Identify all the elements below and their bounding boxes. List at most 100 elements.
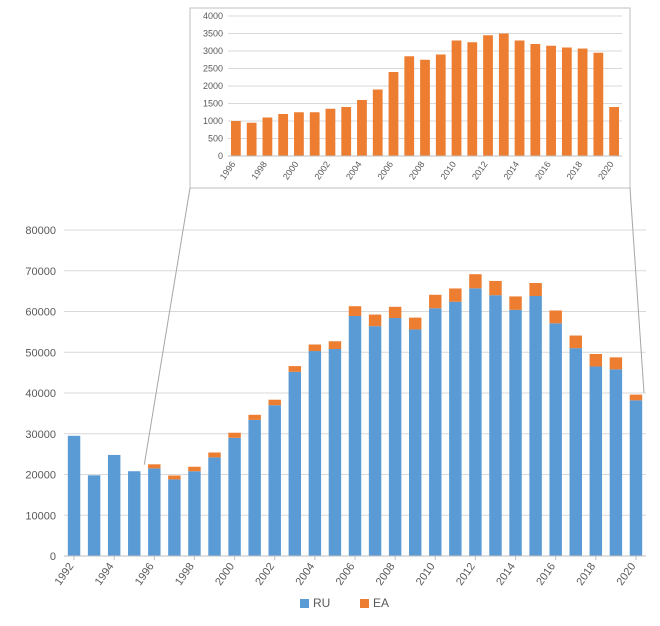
legend-label: EA (373, 596, 389, 610)
main-bar-ru (409, 329, 421, 556)
main-xtick-label: 2018 (574, 561, 598, 588)
inset-bar (609, 107, 619, 156)
inset-ytick-label: 2000 (203, 81, 223, 91)
legend-swatch (300, 599, 309, 608)
legend-label: RU (313, 596, 330, 610)
inset-bar (483, 35, 493, 156)
inset-ytick-label: 500 (208, 134, 223, 144)
main-bar-ea (289, 366, 301, 372)
inset-bar (278, 114, 288, 156)
main-bar-ea (188, 467, 200, 471)
inset-bar (389, 72, 399, 156)
main-bar-ru (630, 400, 642, 556)
main-bar-ru (429, 308, 441, 556)
inset-ytick-label: 3000 (203, 46, 223, 56)
inset-ytick-label: 0 (218, 151, 223, 161)
main-bar-ea (590, 354, 602, 367)
main-bar-ea (389, 307, 401, 318)
inset-bar (294, 112, 304, 156)
main-bar-ru (349, 316, 361, 556)
main-xtick-label: 1998 (173, 561, 197, 588)
inset-ytick-label: 1500 (203, 99, 223, 109)
main-bar-ea (269, 400, 281, 406)
main-bar-ru (148, 468, 160, 556)
inset-bar (310, 112, 320, 156)
main-bar-ru (88, 475, 100, 556)
main-bar-ea (610, 357, 622, 369)
main-bar-ea (549, 310, 561, 323)
main-bar-ea (248, 415, 260, 420)
main-bar-ru (529, 296, 541, 556)
main-ytick-label: 0 (50, 551, 56, 563)
main-bar-ru (449, 302, 461, 556)
main-bar-ru (469, 288, 481, 556)
main-xtick-label: 2020 (615, 561, 639, 588)
main-bar-ea (509, 296, 521, 309)
main-ytick-label: 80000 (25, 225, 56, 237)
inset-bar (326, 109, 336, 156)
main-bar-ru (610, 369, 622, 556)
main-xtick-label: 1994 (93, 561, 117, 588)
main-bar-ea (349, 306, 361, 316)
main-bar-ea (309, 345, 321, 352)
inset-bar (578, 49, 588, 156)
inset-bar (247, 123, 257, 156)
inset-bar (420, 60, 430, 156)
main-ytick-label: 10000 (25, 510, 56, 522)
main-bar-ru (509, 310, 521, 556)
main-ytick-label: 30000 (25, 429, 56, 441)
main-ytick-label: 70000 (25, 266, 56, 278)
inset-ytick-label: 4000 (203, 11, 223, 21)
main-bar-ea (369, 315, 381, 327)
main-ytick-label: 60000 (25, 307, 56, 319)
inset-bar (452, 41, 462, 157)
main-bar-ru (329, 349, 341, 556)
main-bar-ea (529, 283, 541, 296)
main-bar-ru (228, 438, 240, 556)
main-bar-ru (309, 351, 321, 556)
main-bar-ea (469, 274, 481, 288)
main-xtick-label: 2000 (213, 561, 237, 588)
inset-bar (467, 42, 477, 156)
main-bar-ea (329, 341, 341, 349)
main-bar-ru (289, 372, 301, 556)
main-xtick-label: 2002 (253, 561, 277, 588)
chart-container: 0100002000030000400005000060000700008000… (0, 0, 660, 626)
main-bar-ea (208, 452, 220, 457)
main-bar-ru (168, 479, 180, 556)
main-bar-ea (148, 464, 160, 468)
main-bar-ea (429, 295, 441, 308)
main-xtick-label: 2014 (494, 561, 518, 588)
inset-bar (436, 55, 446, 157)
main-bar-ea (630, 395, 642, 401)
inset-bar (499, 34, 509, 157)
inset-bar (341, 107, 351, 156)
main-bar-ea (409, 318, 421, 330)
main-bar-ru (68, 436, 80, 556)
inset-bar (546, 46, 556, 156)
main-bar-ea (168, 476, 180, 480)
main-bar-ru (128, 471, 140, 556)
main-bar-ru (269, 405, 281, 556)
main-bar-ea (449, 288, 461, 301)
chart-svg: 0100002000030000400005000060000700008000… (0, 0, 660, 626)
main-xtick-label: 2012 (454, 561, 478, 588)
inset-bar (231, 121, 241, 156)
legend-swatch (360, 599, 369, 608)
main-xtick-label: 2010 (414, 561, 438, 588)
main-bar-ru (188, 471, 200, 556)
main-bar-ru (549, 323, 561, 556)
main-bar-ru (208, 457, 220, 556)
inset-bar (530, 44, 540, 156)
main-bar-ru (389, 318, 401, 556)
main-bar-ru (590, 367, 602, 556)
inset-bar (263, 118, 273, 157)
inset-ytick-label: 1000 (203, 116, 223, 126)
main-xtick-label: 2016 (534, 561, 558, 588)
main-bar-ru (369, 326, 381, 556)
main-bar-ea (228, 433, 240, 438)
main-xtick-label: 1996 (133, 561, 157, 588)
main-bar-ea (489, 281, 501, 295)
inset-bar (593, 53, 603, 156)
inset-bar (562, 48, 572, 157)
